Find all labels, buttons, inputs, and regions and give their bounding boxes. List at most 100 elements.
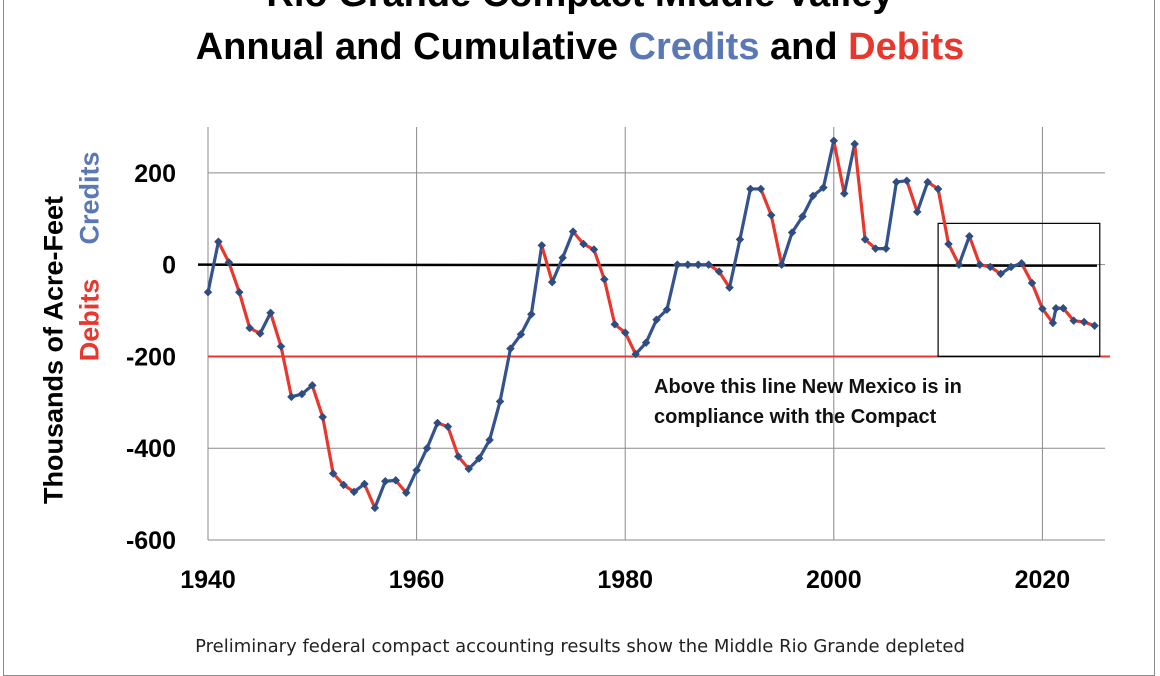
data-point xyxy=(766,210,776,220)
data-point xyxy=(453,452,463,461)
credit-segment xyxy=(821,139,836,190)
credit-segment xyxy=(842,142,857,196)
data-point xyxy=(589,245,599,254)
debit-segment xyxy=(540,243,554,284)
data-point xyxy=(568,227,578,236)
data-point xyxy=(558,253,567,263)
data-point xyxy=(871,244,880,253)
debit-segment xyxy=(227,260,241,294)
title-debits-word: Debits xyxy=(848,26,965,68)
data-point xyxy=(860,235,870,244)
credit-segment xyxy=(425,421,440,450)
data-point xyxy=(923,177,933,187)
data-point xyxy=(933,184,943,194)
data-point xyxy=(307,381,317,390)
debit-segment xyxy=(602,277,617,326)
debit-segment xyxy=(946,242,961,267)
data-point xyxy=(214,237,223,247)
credit-segment xyxy=(550,256,565,284)
x-tick-label: 1960 xyxy=(389,566,445,594)
x-tick-label: 2000 xyxy=(806,566,862,594)
data-point xyxy=(516,330,526,339)
data-point xyxy=(328,469,338,478)
data-point xyxy=(287,392,296,402)
credit-segment xyxy=(644,318,659,345)
data-point xyxy=(203,287,213,297)
debit-segment xyxy=(717,269,732,290)
y-tick-label: -400 xyxy=(126,435,176,463)
data-point xyxy=(652,315,661,325)
data-point xyxy=(1027,278,1037,288)
chart-title-line-1: Rio Grande Compact Middle Valley xyxy=(0,0,1160,16)
credit-segment xyxy=(561,230,575,260)
credit-segment xyxy=(915,180,930,214)
data-point xyxy=(662,305,672,314)
credit-segment xyxy=(727,237,742,290)
debit-segment xyxy=(216,240,231,264)
credit-segment xyxy=(373,479,387,510)
data-point xyxy=(526,309,536,319)
data-point xyxy=(464,464,474,474)
data-point xyxy=(673,260,682,270)
debit-segment xyxy=(1030,281,1045,311)
debit-segment xyxy=(321,415,335,476)
data-point xyxy=(985,262,995,272)
data-point xyxy=(610,319,620,329)
data-point xyxy=(245,323,255,333)
data-point xyxy=(735,235,745,244)
data-point xyxy=(1058,303,1068,313)
data-point xyxy=(996,269,1006,279)
data-point xyxy=(1017,258,1026,268)
data-point xyxy=(881,244,891,253)
data-point xyxy=(1051,303,1061,313)
data-point xyxy=(829,136,839,146)
data-point xyxy=(485,435,494,445)
compliance-annotation-line-1: Above this line New Mexico is in xyxy=(654,376,962,398)
credit-segment xyxy=(738,187,752,242)
data-point xyxy=(1069,316,1079,326)
data-point xyxy=(902,176,912,186)
data-point xyxy=(965,231,974,241)
data-point xyxy=(433,418,442,428)
x-tick-label: 1980 xyxy=(597,566,653,594)
data-point xyxy=(693,260,703,270)
credit-segment xyxy=(519,312,533,337)
data-point xyxy=(579,239,588,249)
data-point xyxy=(495,397,505,406)
debit-segment xyxy=(310,383,325,419)
data-point xyxy=(391,475,401,485)
credit-segment xyxy=(884,180,898,251)
data-point xyxy=(339,480,348,490)
data-point xyxy=(318,412,328,422)
data-point xyxy=(224,258,234,267)
credit-segment xyxy=(477,438,492,460)
debit-segment xyxy=(769,213,784,267)
chart-caption: Preliminary federal compact accounting r… xyxy=(195,636,965,657)
debit-segment xyxy=(967,234,982,267)
data-point xyxy=(808,191,818,201)
debit-segment xyxy=(759,187,773,217)
data-point xyxy=(1038,304,1047,314)
data-point xyxy=(537,241,547,250)
data-point xyxy=(276,341,286,351)
data-point xyxy=(912,207,922,217)
data-point xyxy=(266,308,275,318)
data-point xyxy=(380,476,390,486)
data-point xyxy=(255,329,265,338)
data-point xyxy=(839,189,849,198)
data-point xyxy=(756,184,766,194)
data-point xyxy=(1079,317,1089,327)
title-credits-word: Credits xyxy=(628,26,760,68)
data-point xyxy=(443,422,453,432)
data-point xyxy=(892,177,901,187)
debit-segment xyxy=(279,344,294,399)
credit-segment xyxy=(529,243,544,316)
data-point xyxy=(422,443,432,453)
debit-segment xyxy=(832,139,846,196)
debit-segment xyxy=(905,179,919,214)
data-point xyxy=(725,283,734,292)
data-point xyxy=(975,260,985,270)
data-point xyxy=(506,344,515,353)
data-point xyxy=(746,184,755,194)
